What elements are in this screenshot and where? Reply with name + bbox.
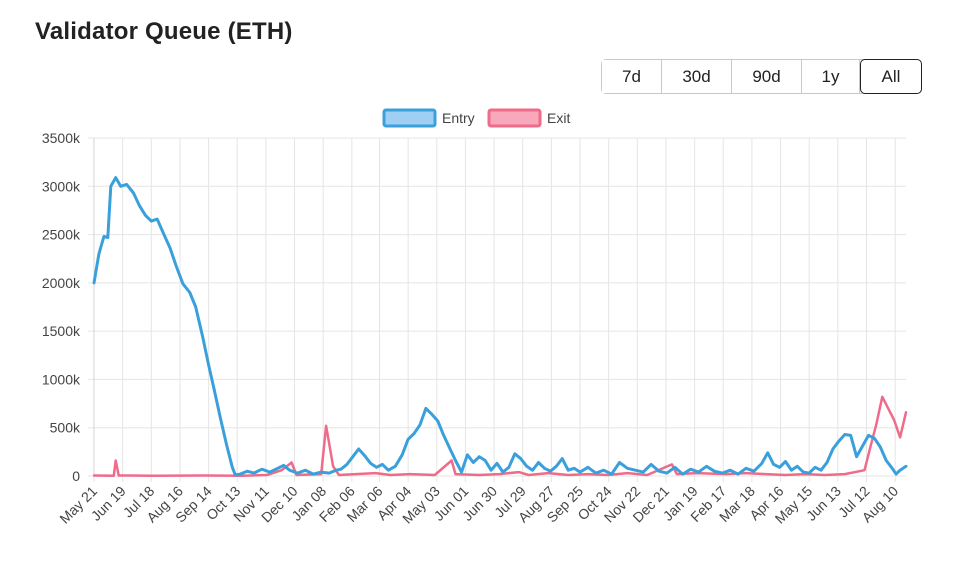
legend-entry-label[interactable]: Entry	[442, 110, 475, 126]
y-axis: 0 500k 1000k 1500k 2000k 2500k 3000k 3500k	[42, 130, 81, 484]
chart-legend: Entry Exit	[382, 108, 570, 128]
series-layer	[92, 176, 908, 477]
range-30d-button[interactable]: 30d	[662, 60, 732, 93]
legend-entry-swatch[interactable]	[382, 108, 437, 128]
y-tick-label: 0	[72, 468, 80, 484]
legend-exit-label[interactable]: Exit	[547, 110, 570, 126]
y-tick-label: 3000k	[42, 178, 81, 194]
y-tick-label: 1000k	[42, 371, 81, 387]
y-gridlines	[88, 137, 906, 477]
x-tick-label: May 21	[56, 483, 100, 527]
y-tick-label: 2000k	[42, 275, 81, 291]
range-all-button[interactable]: All	[860, 59, 922, 94]
validator-queue-chart: Entry Exit 0 500k 1000k 1500k 2000k 2500k 3000…	[42, 108, 908, 527]
y-tick-label: 500k	[50, 420, 81, 436]
series-line-exit[interactable]	[92, 395, 908, 477]
range-1y-button[interactable]: 1y	[802, 60, 860, 93]
range-90d-button[interactable]: 90d	[732, 60, 802, 93]
range-7d-button[interactable]: 7d	[602, 60, 662, 93]
series-line-entry[interactable]	[92, 176, 908, 477]
y-tick-label: 3500k	[42, 130, 81, 146]
y-tick-label: 2500k	[42, 227, 81, 243]
legend-exit-swatch[interactable]	[487, 108, 542, 128]
page-title: Validator Queue (ETH)	[35, 18, 293, 45]
time-range-selector: 7d 30d 90d 1y All	[601, 59, 922, 94]
y-tick-label: 1500k	[42, 323, 81, 339]
x-gridlines	[93, 138, 896, 482]
